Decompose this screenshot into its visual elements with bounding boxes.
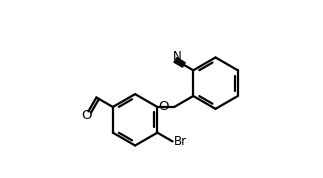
Text: O: O [158, 100, 169, 113]
Text: O: O [81, 109, 92, 122]
Text: N: N [173, 50, 182, 63]
Text: Br: Br [174, 135, 187, 148]
